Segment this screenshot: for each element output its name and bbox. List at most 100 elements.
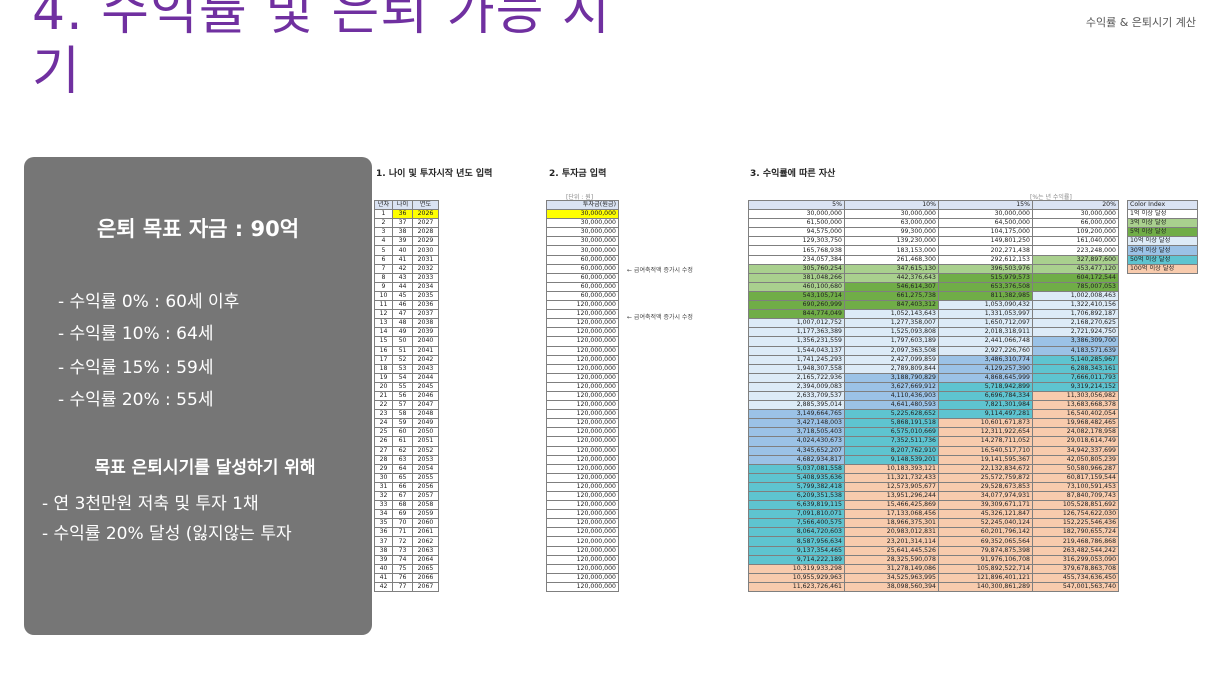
table-row: 60,000,000	[546, 281, 619, 292]
plan-title: 목표 은퇴시기를 달성하기 위해	[94, 458, 316, 478]
table-cell: 17,133,068,456	[844, 509, 939, 520]
table-row: 120,000,000	[546, 345, 619, 356]
table-cell: 39	[374, 554, 393, 565]
table-cell: 1,525,093,808	[844, 327, 939, 338]
table-row: 39 74 2064	[374, 554, 439, 565]
table-row: 4,345,652,207 8,207,762,910 16,540,517,710…	[748, 445, 1119, 456]
table-cell: 37	[392, 218, 413, 229]
table-cell: 64	[392, 463, 413, 474]
table-cell: 52,245,040,124	[938, 518, 1033, 529]
table-cell: 2063	[412, 545, 439, 556]
table-cell: 2052	[412, 445, 439, 456]
table-cell: 26	[374, 436, 393, 447]
table-cell: 2035	[412, 290, 439, 302]
table-cell: 30,000,000	[546, 245, 619, 256]
table-cell: 120,000,000	[546, 354, 619, 365]
table-cell: 21	[374, 390, 393, 402]
table-cell: 12,311,922,654	[938, 427, 1033, 438]
table-cell: 120,000,000	[546, 372, 619, 383]
table-row: 120,000,000	[546, 509, 619, 520]
table-cell: 64,500,000	[938, 218, 1033, 229]
table-cell: 6,696,784,334	[938, 390, 1033, 402]
table-cell: 3,627,669,912	[844, 381, 939, 392]
section-age-input: 1. 나이 및 투자시작 년도 입력	[376, 169, 493, 179]
plan-item-return: - 수익률 20% 달성 (잃지않는 투자	[42, 524, 292, 544]
table-row: 120,000,000	[546, 309, 619, 320]
table-cell: 35	[374, 518, 393, 529]
table-row: 4,024,430,673 7,352,511,736 14,278,711,052…	[748, 436, 1119, 447]
table-cell: 79,874,875,398	[938, 545, 1033, 556]
table-cell: 2028	[412, 227, 439, 238]
table-cell: 2036	[412, 300, 439, 311]
table-row: 20 55 2045	[374, 381, 439, 392]
table-cell: 32	[374, 490, 393, 502]
table-row: 9,714,222,189 28,325,590,078 91,976,106,70…	[748, 554, 1119, 565]
table-cell: 2064	[412, 554, 439, 565]
table-row: 27 62 2052	[374, 445, 439, 456]
table-row: 460,100,680 546,614,307 653,376,508 785,007…	[748, 281, 1119, 292]
table-row: 120,000,000	[546, 472, 619, 483]
table-row: 3 38 2028	[374, 227, 439, 238]
table-cell: 2053	[412, 454, 439, 465]
table-cell: 50,580,966,287	[1032, 463, 1119, 474]
table-cell: 16,540,402,054	[1032, 409, 1119, 420]
table-cell: 40	[392, 245, 413, 256]
table-row: 11 46 2036	[374, 300, 439, 311]
table-cell: 126,754,622,030	[1032, 509, 1119, 520]
table-cell: 9	[374, 281, 393, 292]
table-row: 15 50 2040	[374, 336, 439, 347]
table-row: 30 65 2055	[374, 472, 439, 483]
table-row: 120,000,000	[546, 454, 619, 465]
table-cell: 30,000,000	[546, 218, 619, 229]
table-row: 120,000,000	[546, 418, 619, 429]
table-cell: 5	[374, 245, 393, 256]
table-cell: 120,000,000	[546, 300, 619, 311]
table-row: 25 60 2050	[374, 427, 439, 438]
table-row: 61,500,000 63,000,000 64,500,000 66,000,000	[748, 218, 1119, 229]
table-row: 120,000,000	[546, 563, 619, 574]
table-cell: 7,566,400,575	[748, 518, 845, 529]
table-cell: 61	[392, 436, 413, 447]
table-cell: 120,000,000	[546, 518, 619, 529]
table-row: 2,633,709,537 4,110,436,903 6,696,784,334 1…	[748, 390, 1119, 402]
table-row: 120,000,000	[546, 336, 619, 347]
table-cell: 120,000,000	[546, 318, 619, 329]
table-cell: 69,352,065,564	[938, 536, 1033, 547]
table-row: 8 43 2033	[374, 272, 439, 283]
table-row: 14 49 2039	[374, 327, 439, 338]
table-row: 305,760,254 347,615,130 396,503,976 453,477…	[748, 263, 1119, 274]
table-row: 16 51 2041	[374, 345, 439, 356]
table-cell: 18,966,375,301	[844, 518, 939, 529]
table-cell: 42	[374, 581, 393, 593]
table-row: 13 48 2038	[374, 318, 439, 329]
table-row: 543,105,714 661,275,738 811,382,985 1,002,0…	[748, 290, 1119, 302]
table-cell: 63,000,000	[844, 218, 939, 229]
table-cell: 515,979,573	[938, 272, 1033, 283]
table-cell: 46	[392, 300, 413, 311]
table-cell: 120,000,000	[546, 400, 619, 411]
table-cell: 1,002,008,463	[1032, 290, 1119, 302]
table-cell: 120,000,000	[546, 463, 619, 474]
table-row: 120,000,000	[546, 518, 619, 529]
table-cell: 73	[392, 545, 413, 556]
table-cell: 77	[392, 581, 413, 593]
table-cell: 20,983,012,831	[844, 527, 939, 538]
invest-table: 투자금(원금) 30,000,000 30,000,000 30,000,000 30,…	[546, 199, 619, 593]
table-cell: 63	[392, 454, 413, 465]
table-row: 6,209,351,538 13,951,296,244 34,077,974,93…	[748, 490, 1119, 502]
table-cell: 43	[392, 272, 413, 283]
table-cell: 182,790,655,724	[1032, 527, 1119, 538]
header-cell: 년차	[374, 199, 393, 211]
table-cell: 12	[374, 309, 393, 320]
table-cell: 5,140,285,967	[1032, 354, 1119, 365]
table-cell: 844,774,049	[748, 309, 845, 320]
table-row: 26 61 2051	[374, 436, 439, 447]
table-cell: 1,741,245,293	[748, 354, 845, 365]
table-cell: 120,000,000	[546, 472, 619, 483]
table-cell: 1,053,090,432	[938, 300, 1033, 311]
table-row: 35 70 2060	[374, 518, 439, 529]
table-row: 2,165,722,936 3,188,790,829 4,868,645,999 7…	[748, 372, 1119, 383]
table-cell: 41	[392, 254, 413, 265]
table-cell: 13,951,296,244	[844, 490, 939, 502]
table-cell: 7,821,301,984	[938, 400, 1033, 411]
